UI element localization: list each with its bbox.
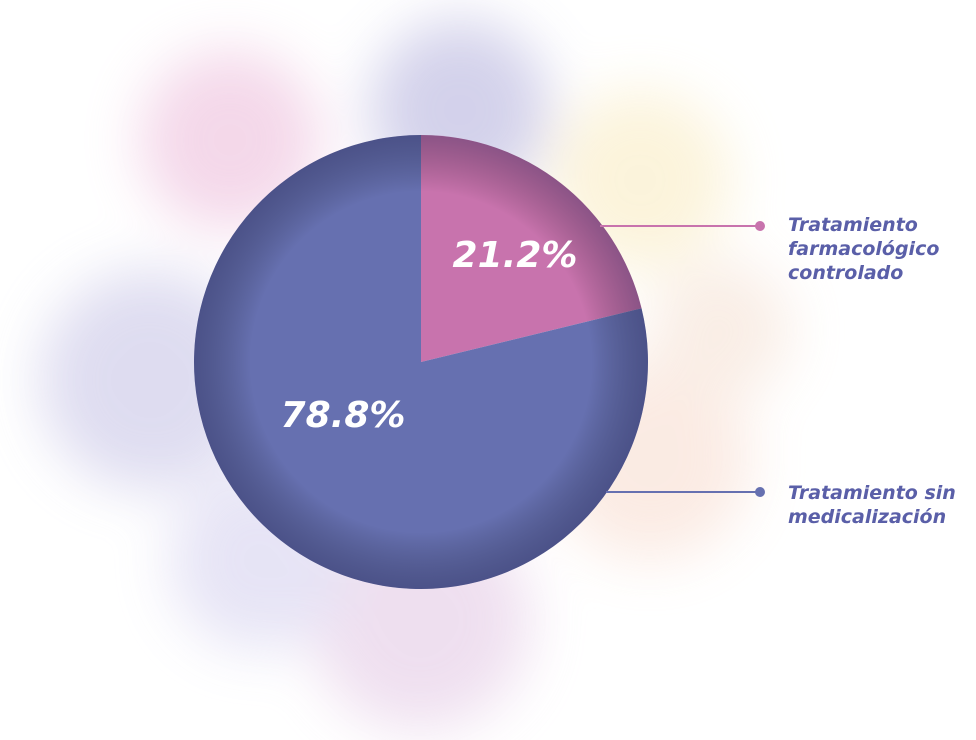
leader-dot <box>755 221 765 231</box>
value-label: 21.2% <box>453 235 578 276</box>
leader-dot <box>755 487 765 497</box>
value-label: 78.8% <box>281 395 406 436</box>
pie-shade <box>194 135 648 589</box>
legend-label: Tratamiento farmacológico controlado <box>788 214 940 284</box>
value-labels: 21.2% 78.8% <box>281 235 578 436</box>
legend-label: Tratamiento sin medicalización <box>788 482 956 528</box>
leaders <box>600 221 765 497</box>
